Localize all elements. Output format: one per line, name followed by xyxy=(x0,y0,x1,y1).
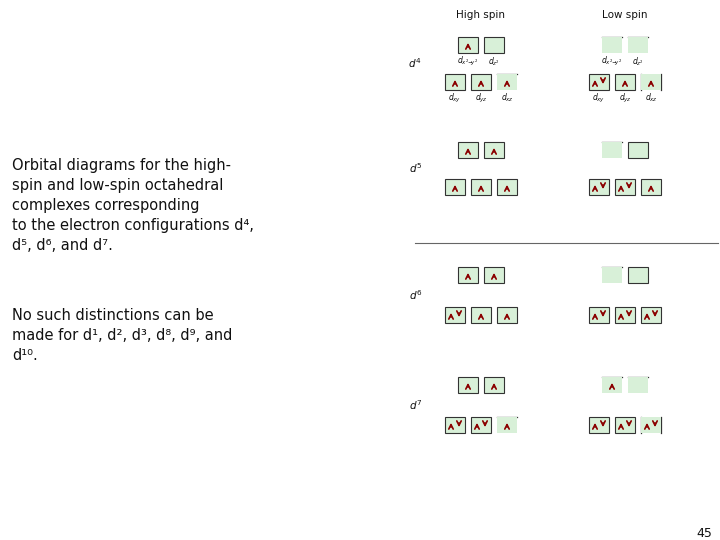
Bar xyxy=(471,307,491,323)
Text: d¹⁰.: d¹⁰. xyxy=(12,348,37,363)
Bar xyxy=(615,307,635,323)
Bar xyxy=(445,417,465,433)
Text: $d_{yz}$: $d_{yz}$ xyxy=(618,92,631,105)
Text: $d^7$: $d^7$ xyxy=(409,398,422,412)
Text: spin and low-spin octahedral: spin and low-spin octahedral xyxy=(12,178,223,193)
Text: $d^4$: $d^4$ xyxy=(408,57,422,70)
Bar xyxy=(484,267,504,283)
Bar xyxy=(497,179,517,195)
Text: made for d¹, d², d³, d⁸, d⁹, and: made for d¹, d², d³, d⁸, d⁹, and xyxy=(12,328,233,343)
Text: $d_{z^2}$: $d_{z^2}$ xyxy=(632,55,644,68)
Text: Orbital diagrams for the high-: Orbital diagrams for the high- xyxy=(12,158,231,173)
Bar xyxy=(641,307,661,323)
Bar xyxy=(589,74,609,90)
Bar xyxy=(615,74,635,90)
Bar xyxy=(602,267,622,283)
Bar xyxy=(484,37,504,53)
Text: to the electron configurations d⁴,: to the electron configurations d⁴, xyxy=(12,218,254,233)
Text: $d_{yz}$: $d_{yz}$ xyxy=(474,92,487,105)
Bar xyxy=(615,417,635,433)
Bar xyxy=(641,179,661,195)
Bar xyxy=(458,37,478,53)
Bar xyxy=(458,142,478,158)
Bar xyxy=(471,417,491,433)
Bar xyxy=(445,74,465,90)
Bar xyxy=(497,417,517,433)
Text: $d_{xz}$: $d_{xz}$ xyxy=(644,92,657,105)
Text: $d_{x^2\!\!-\!\!y^2}$: $d_{x^2\!\!-\!\!y^2}$ xyxy=(601,55,623,68)
Bar xyxy=(615,179,635,195)
Text: High spin: High spin xyxy=(456,10,505,20)
Bar xyxy=(641,74,661,90)
Bar xyxy=(458,377,478,393)
Bar xyxy=(628,377,648,393)
Text: d⁵, d⁶, and d⁷.: d⁵, d⁶, and d⁷. xyxy=(12,238,113,253)
Bar xyxy=(589,307,609,323)
Bar xyxy=(458,267,478,283)
Text: $d_{x^2\!\!-\!\!y^2}$: $d_{x^2\!\!-\!\!y^2}$ xyxy=(457,55,479,68)
Bar xyxy=(497,307,517,323)
Bar xyxy=(602,142,622,158)
Text: $d_{xy}$: $d_{xy}$ xyxy=(449,92,462,105)
Text: $d^5$: $d^5$ xyxy=(409,161,422,176)
Bar xyxy=(641,417,661,433)
Bar xyxy=(471,179,491,195)
Bar xyxy=(628,267,648,283)
Text: Low spin: Low spin xyxy=(602,10,648,20)
Bar xyxy=(445,179,465,195)
Bar xyxy=(484,142,504,158)
Text: complexes corresponding: complexes corresponding xyxy=(12,198,199,213)
Bar xyxy=(445,307,465,323)
Text: $d_{z^2}$: $d_{z^2}$ xyxy=(488,55,500,68)
Text: $d^6$: $d^6$ xyxy=(408,288,422,302)
Bar xyxy=(602,37,622,53)
Text: $d_{xy}$: $d_{xy}$ xyxy=(593,92,606,105)
Bar xyxy=(628,37,648,53)
Text: 45: 45 xyxy=(696,527,712,540)
Bar xyxy=(602,377,622,393)
Bar xyxy=(589,417,609,433)
Text: No such distinctions can be: No such distinctions can be xyxy=(12,308,214,323)
Text: $d_{xz}$: $d_{xz}$ xyxy=(500,92,513,105)
Bar xyxy=(484,377,504,393)
Bar xyxy=(497,74,517,90)
Bar xyxy=(589,179,609,195)
Bar xyxy=(471,74,491,90)
Bar xyxy=(628,142,648,158)
